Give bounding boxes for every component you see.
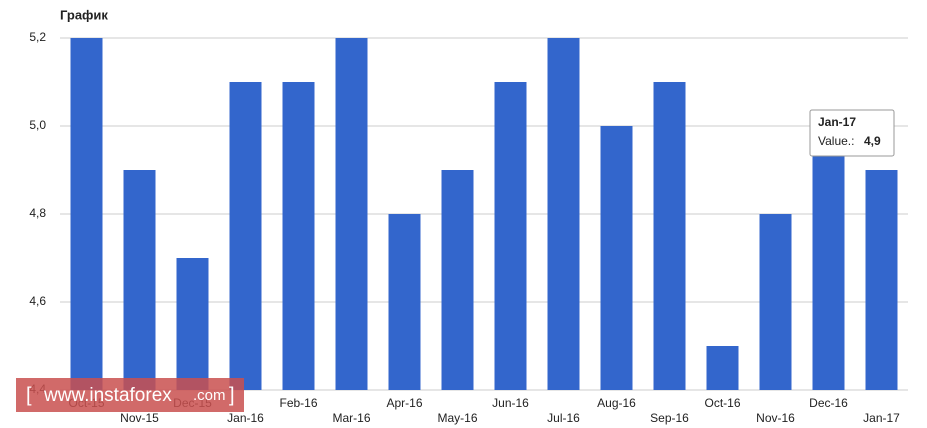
tooltip-box	[809, 109, 895, 157]
x-tick-label: Sep-16	[650, 411, 689, 425]
bar	[865, 170, 898, 390]
tooltip-value: 4,9	[864, 134, 881, 148]
x-tick-label: Mar-16	[332, 411, 370, 425]
bar	[706, 346, 739, 390]
bar	[600, 126, 633, 390]
watermark-site: www.instaforex	[43, 385, 172, 406]
bar	[759, 214, 792, 390]
bar	[229, 82, 262, 390]
chart-title: График	[60, 7, 108, 22]
x-tick-label: Nov-15	[120, 411, 159, 425]
x-tick-label: Jan-16	[227, 411, 264, 425]
watermark-bracket: [	[26, 384, 32, 406]
x-tick-label: Jan-17	[863, 411, 900, 425]
tooltip: Jan-17 Value.: 4,9	[809, 109, 895, 157]
x-tick-label: May-16	[437, 411, 477, 425]
x-tick-label: Dec-16	[809, 396, 848, 410]
bar	[282, 82, 315, 390]
bar	[176, 258, 209, 390]
bar	[653, 82, 686, 390]
x-tick-label: Aug-16	[597, 396, 636, 410]
watermark-box	[16, 378, 244, 412]
bar	[812, 126, 845, 390]
watermark-tld: .com	[193, 387, 226, 404]
bar	[335, 38, 368, 390]
x-tick-label: Oct-16	[704, 396, 740, 410]
y-tick-label: 4,8	[29, 206, 46, 220]
bar	[441, 170, 474, 390]
y-tick-label: 4,6	[29, 294, 46, 308]
tooltip-label: Value.:	[818, 134, 854, 148]
bar	[494, 82, 527, 390]
bar	[123, 170, 156, 390]
y-tick-label: 5,0	[29, 118, 46, 132]
watermark: [ www.instaforex .com ]	[16, 378, 244, 412]
plot: 4,44,64,85,05,2Oct-15Nov-15Dec-15Jan-16F…	[29, 30, 908, 425]
x-tick-label: Apr-16	[386, 396, 422, 410]
y-tick-label: 5,2	[29, 30, 46, 44]
bar	[388, 214, 421, 390]
bar	[547, 38, 580, 390]
x-tick-label: Jun-16	[492, 396, 529, 410]
x-tick-label: Jul-16	[547, 411, 580, 425]
x-tick-label: Feb-16	[279, 396, 317, 410]
bar	[70, 38, 103, 390]
x-tick-label: Nov-16	[756, 411, 795, 425]
tooltip-title: Jan-17	[818, 115, 856, 129]
watermark-bracket: ]	[229, 384, 235, 406]
